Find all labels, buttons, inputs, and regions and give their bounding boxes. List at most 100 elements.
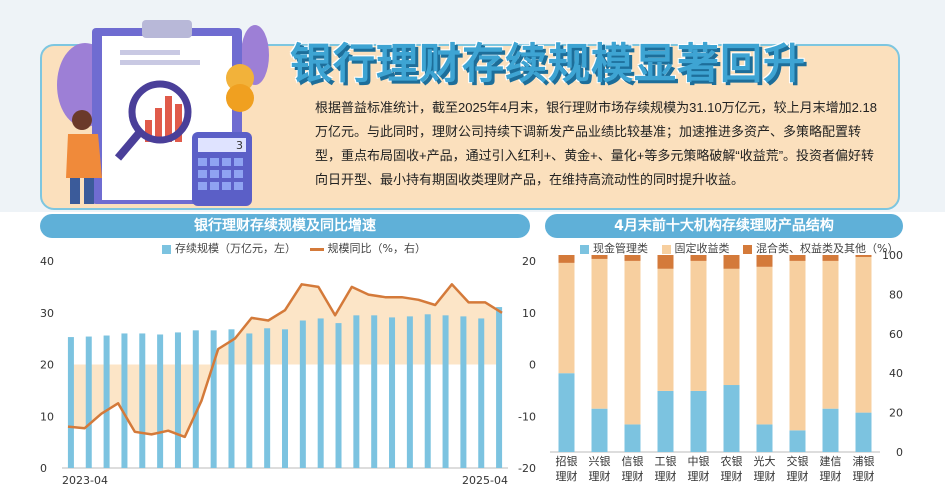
scale-bar [442,315,449,468]
institution-label-line1: 工银 [655,454,677,468]
right-y-tick-label: 0 [529,359,536,372]
scale-bar [174,332,181,468]
institution-label-line2: 理财 [853,469,875,483]
left-y-tick-label: 20 [40,359,54,372]
percent-tick-label: 40 [889,367,903,380]
right-y-tick-label: -20 [518,462,536,475]
summary-paragraph: 根据普益标准统计，截至2025年4月末，银行理财市场存续规模为31.10万亿元，… [315,100,877,187]
scale-bar [335,323,342,468]
scale-bar [121,333,128,468]
scale-bar [210,330,217,468]
stacked-segment-1 [789,260,806,431]
legend-bar-item: 存续规模（万亿元，左） [162,242,296,255]
stacked-segment-1 [591,258,608,409]
left-y-tick-label: 40 [40,255,54,268]
stacked-segment-0 [855,412,872,452]
stacked-segment-0 [723,385,740,452]
institution-label-line1: 浦银 [853,454,875,468]
institution-label-line1: 光大 [754,454,776,468]
left-y-tick-label: 30 [40,307,54,320]
left-y-tick-label: 0 [40,462,47,475]
stacked-segment-2 [558,255,575,263]
institution-label-line1: 招银 [556,454,578,468]
right-chart-legend: 现金管理类 固定收益类 混合类、权益类及其他（%） [580,240,908,256]
stacked-segment-0 [690,390,707,452]
institution-label-line2: 理财 [721,469,743,483]
person-body [66,134,102,178]
stacked-segment-1 [657,268,674,391]
scale-bar [103,335,110,468]
left-chart-header: 银行理财存续规模及同比增速 [40,214,530,238]
institution-label-line1: 建信 [820,454,842,468]
clipboard-clip [142,20,192,38]
right-y-tick-label: 10 [522,307,536,320]
stacked-segment-1 [558,262,575,374]
percent-tick-label: 80 [889,288,903,301]
institution-label-line2: 理财 [787,469,809,483]
institution-label-line1: 兴银 [589,454,611,468]
x-end-label: 2025-04 [462,474,508,487]
calculator-icon: 3 [192,132,252,206]
person-head [72,110,92,130]
scale-bar [139,333,146,468]
legend-mixed-item: 混合类、权益类及其他（%） [743,242,898,255]
stacked-segment-1 [855,256,872,413]
percent-tick-label: 20 [889,407,903,420]
legend-bar-swatch [162,244,171,254]
right-y-tick-label: 20 [522,255,536,268]
institution-label-line1: 中银 [688,454,710,468]
right-chart-header: 4月末前十大机构存续理财产品结构 [545,214,903,238]
institution-label-line2: 理财 [688,469,710,483]
legend-line-swatch [309,247,324,251]
scale-bar [228,329,235,468]
scale-bar [496,307,503,468]
stacked-segment-0 [789,430,806,452]
percent-tick-label: 0 [896,446,903,459]
scale-bar [282,329,288,468]
legend-fixed-item: 固定收益类 [661,242,730,255]
bar-chart-icon [145,96,182,142]
yoy-growth-line [67,283,503,439]
left-chart-legend: 存续规模（万亿元，左） 规模同比（%，右） [162,240,436,256]
scale-bar [389,317,396,468]
yoy-shaded-area [68,284,502,437]
calculator-display: 3 [236,139,243,152]
stacked-segment-2 [756,255,773,267]
scale-bar [478,318,485,468]
scale-bar [317,318,324,468]
x-start-label: 2023-04 [62,474,108,487]
stacked-segment-2 [723,255,740,269]
legend-mixed-swatch [743,244,752,254]
institution-label-line2: 理财 [820,469,842,483]
stacked-segment-1 [822,260,839,409]
page-title: 银行理财存续规模显著回升 [290,39,807,88]
percent-tick-label: 60 [889,328,903,341]
institution-label-line2: 理财 [655,469,677,483]
stacked-segment-2 [657,255,674,269]
left-y-tick-label: 10 [40,410,54,423]
stacked-segment-1 [723,268,740,386]
scale-bar [67,337,74,468]
stacked-segment-1 [756,266,773,425]
legend-mixed-label: 混合类、权益类及其他（%） [756,242,899,255]
stacked-segment-0 [822,408,839,452]
magnifier-icon [128,80,192,144]
scale-bar [85,336,92,468]
scale-bar [192,330,199,468]
scale-bar [406,316,413,468]
legend-cash-item: 现金管理类 [580,242,648,255]
scale-bar [299,320,306,468]
legend-fixed-swatch [661,244,671,254]
scale-bar [264,328,271,468]
institution-label-line2: 理财 [556,469,578,483]
institution-label-line2: 理财 [589,469,611,483]
institution-label-line1: 信银 [622,454,644,468]
institution-label-line1: 交银 [787,454,809,468]
legend-line-item: 规模同比（%，右） [309,242,426,255]
institution-label-line2: 理财 [754,469,776,483]
scale-bar [371,315,378,468]
stacked-segment-0 [591,408,608,452]
institution-label-line2: 理财 [622,469,644,483]
scale-bar [157,334,164,468]
finance-illustration: 3 [57,20,269,206]
